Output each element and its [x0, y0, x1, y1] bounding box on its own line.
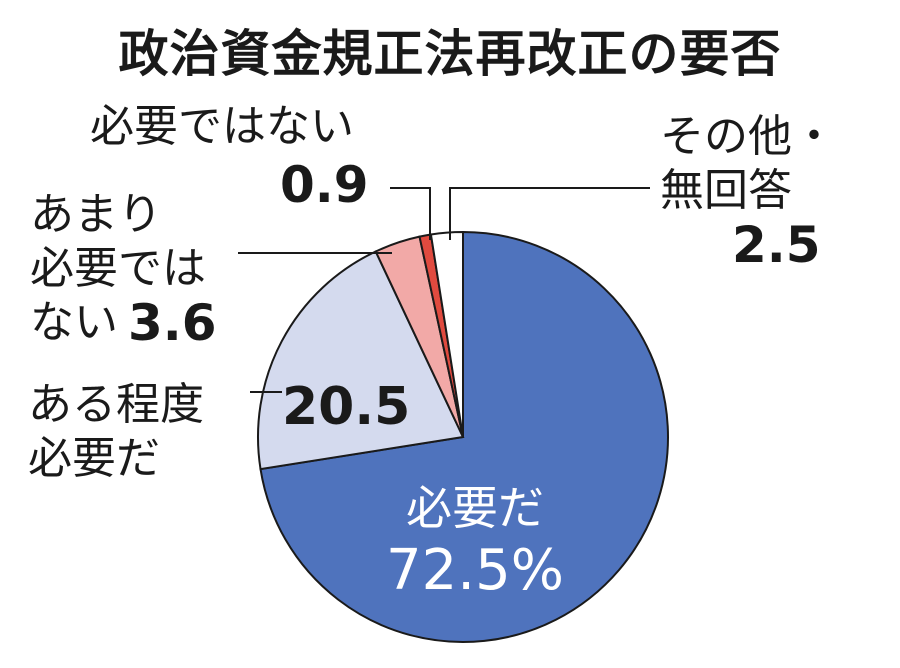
- slice-value-unnecessary: 0.9: [280, 156, 369, 214]
- slice-value-somewhat: 20.5: [282, 377, 411, 437]
- slice-value-not-really: 3.6: [128, 294, 217, 352]
- inside-label-necessary: 必要だ 72.5%: [340, 480, 610, 606]
- slice-label-not-really: あまり 必要では ない: [30, 189, 206, 348]
- leader-line-other: [449, 187, 650, 240]
- slice-label-other: その他・ 無回答: [660, 111, 836, 216]
- slice-label-unnecessary: 必要ではない: [90, 101, 354, 152]
- pie-slice-somewhat: [257, 250, 465, 471]
- slice-value-necessary: 72.5%: [386, 538, 564, 603]
- slice-value-other: 2.5: [732, 216, 821, 274]
- slice-label-necessary: 必要だ: [406, 481, 544, 535]
- leader-line-unnecessary: [390, 187, 431, 240]
- slice-label-somewhat: ある程度 必要だ: [28, 379, 204, 484]
- pie-slice-necessary: [259, 230, 669, 643]
- chart-title: 政治資金規正法再改正の要否: [118, 25, 782, 83]
